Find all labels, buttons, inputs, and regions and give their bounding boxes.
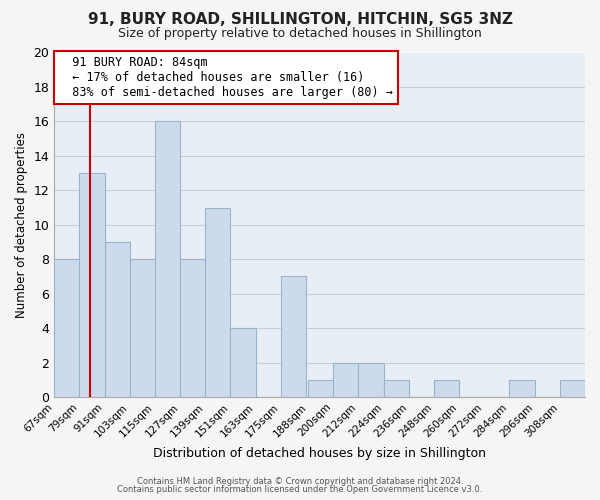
Bar: [560, 380, 585, 397]
Bar: [130, 259, 155, 397]
Bar: [434, 380, 459, 397]
Bar: [333, 362, 358, 397]
Text: Size of property relative to detached houses in Shillington: Size of property relative to detached ho…: [118, 28, 482, 40]
Bar: [281, 276, 306, 397]
Text: 91 BURY ROAD: 84sqm
  ← 17% of detached houses are smaller (16)
  83% of semi-de: 91 BURY ROAD: 84sqm ← 17% of detached ho…: [58, 56, 394, 99]
Bar: [509, 380, 535, 397]
Bar: [230, 328, 256, 397]
Bar: [308, 380, 333, 397]
Bar: [104, 242, 130, 397]
Bar: [205, 208, 230, 397]
Text: 91, BURY ROAD, SHILLINGTON, HITCHIN, SG5 3NZ: 91, BURY ROAD, SHILLINGTON, HITCHIN, SG5…: [88, 12, 512, 28]
Text: Contains HM Land Registry data © Crown copyright and database right 2024.: Contains HM Land Registry data © Crown c…: [137, 477, 463, 486]
Y-axis label: Number of detached properties: Number of detached properties: [15, 132, 28, 318]
Bar: [155, 122, 180, 397]
Bar: [358, 362, 383, 397]
Bar: [54, 259, 79, 397]
Bar: [79, 173, 104, 397]
X-axis label: Distribution of detached houses by size in Shillington: Distribution of detached houses by size …: [153, 447, 486, 460]
Text: Contains public sector information licensed under the Open Government Licence v3: Contains public sector information licen…: [118, 485, 482, 494]
Bar: [383, 380, 409, 397]
Bar: [180, 259, 205, 397]
